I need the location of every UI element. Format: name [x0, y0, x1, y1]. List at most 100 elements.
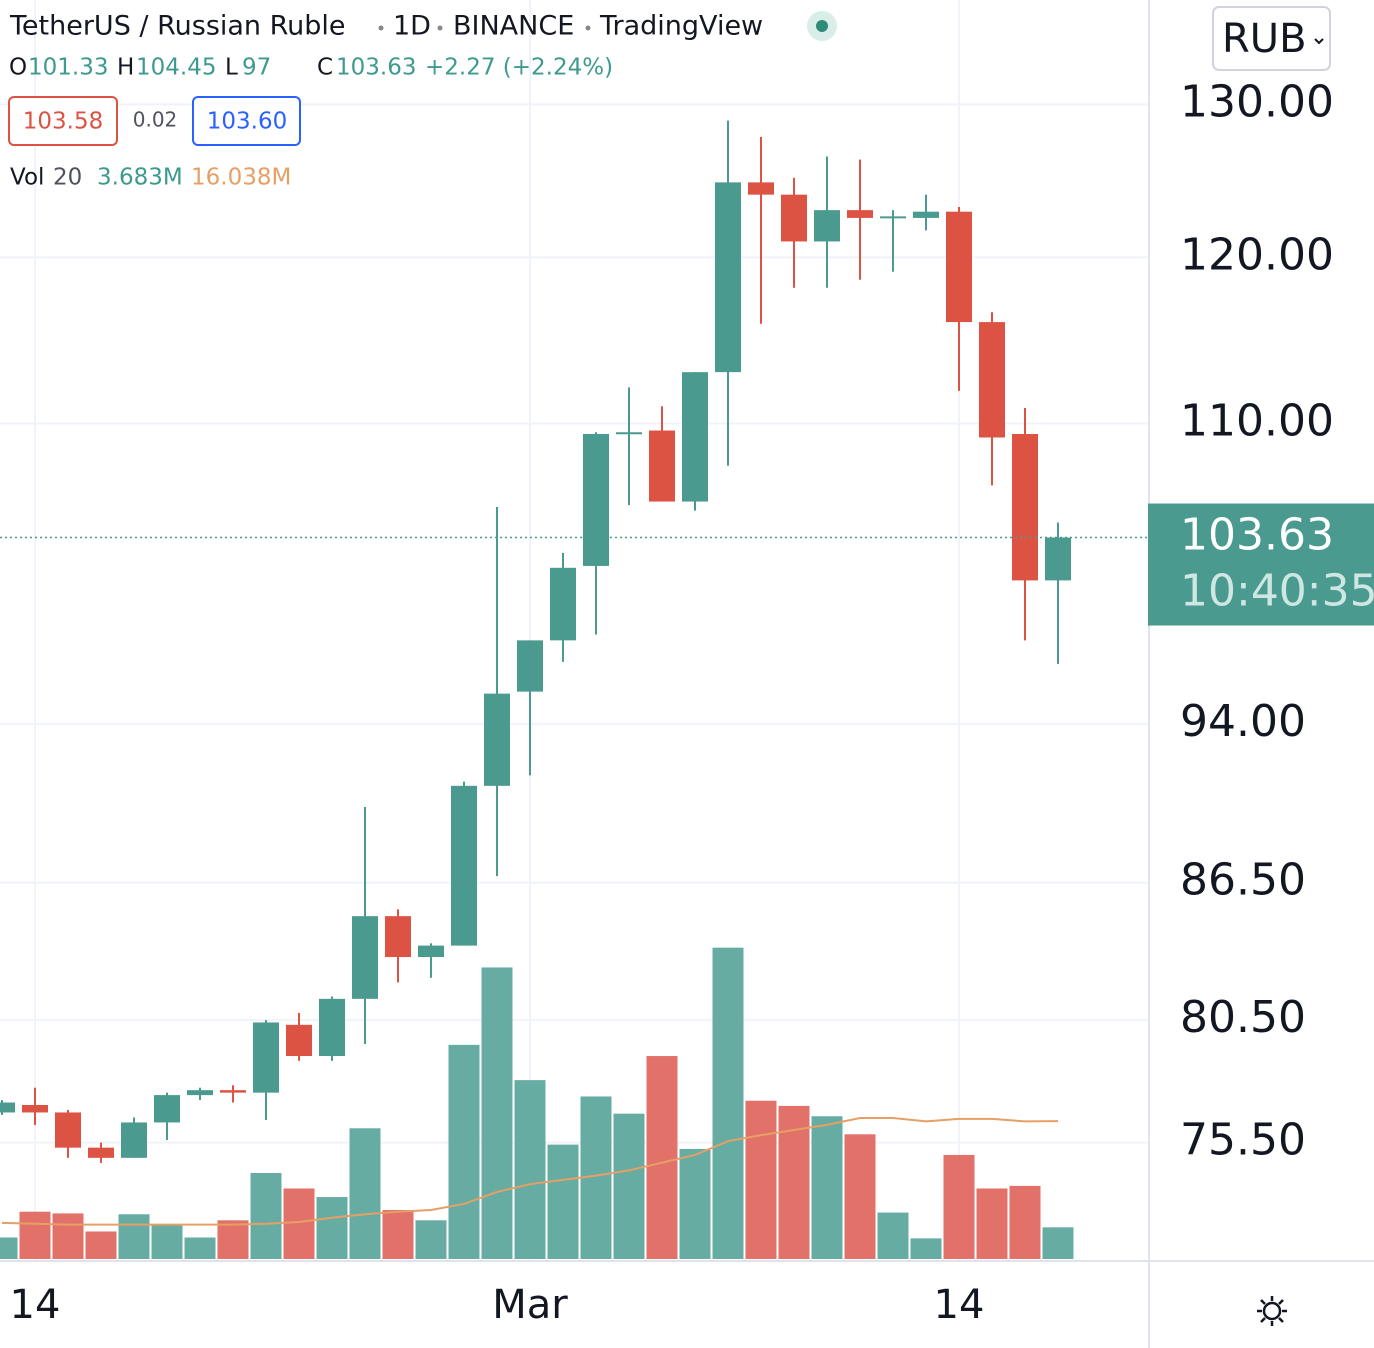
ohlc-letter: H — [117, 55, 134, 81]
candle-body — [682, 372, 708, 502]
candle-body — [913, 211, 939, 218]
ohlc-value: 97 — [242, 55, 271, 81]
y-tick-label: 110.00 — [1180, 396, 1334, 447]
candle-body — [847, 210, 873, 218]
candle-body — [88, 1147, 114, 1158]
volume-bar — [646, 1056, 678, 1259]
candle-body — [880, 216, 906, 219]
last-price: 103.63 — [1180, 510, 1334, 561]
volume-bar — [184, 1237, 216, 1259]
volume-bar — [19, 1211, 51, 1259]
candle-body — [253, 1022, 279, 1093]
volume-bar — [547, 1144, 579, 1259]
countdown: 10:40:35 — [1180, 566, 1374, 617]
candle-body — [154, 1095, 180, 1123]
ohlc-value: 103.63 — [336, 55, 416, 81]
candle-body — [319, 998, 345, 1057]
ohlc-value: 101.33 — [28, 55, 108, 81]
volume-bar — [976, 1188, 1008, 1259]
volume-bar — [349, 1128, 381, 1259]
candle-body — [484, 693, 510, 786]
candle-body — [616, 432, 642, 435]
y-tick-label: 80.50 — [1180, 992, 1306, 1043]
status-dot — [816, 20, 828, 32]
volume-bar — [481, 967, 513, 1259]
candle-body — [748, 182, 774, 195]
volume-bar — [85, 1231, 117, 1259]
volume-bar — [448, 1044, 480, 1259]
y-tick-label: 86.50 — [1180, 855, 1306, 906]
candle-body — [979, 322, 1005, 438]
bid: 103.58 — [23, 109, 103, 135]
volume-bar — [514, 1080, 546, 1259]
volume-bar — [52, 1213, 84, 1259]
candle-body — [121, 1122, 147, 1158]
volume-ma-line — [1, 1116, 1059, 1226]
volume-bar — [1009, 1185, 1041, 1259]
currency: RUB — [1222, 16, 1307, 62]
volume-label: Vol — [10, 165, 44, 191]
candle-body — [385, 916, 411, 958]
volume-bar — [151, 1225, 183, 1259]
volume-bar — [382, 1209, 414, 1259]
volume-bar — [118, 1214, 150, 1259]
volume-value: 3.683M — [97, 165, 183, 191]
candle-body — [583, 434, 609, 566]
x-tick-label: Mar — [492, 1282, 568, 1328]
candle-body — [286, 1024, 312, 1057]
currency-button[interactable] — [1212, 6, 1331, 71]
volume-bar — [943, 1154, 975, 1259]
candle-body — [0, 1102, 15, 1113]
volume-bar — [811, 1116, 843, 1259]
last-price-box — [1148, 503, 1374, 626]
exchange: BINANCE — [453, 11, 574, 42]
x-tick-label: 14 — [934, 1282, 985, 1328]
candle-body — [22, 1105, 48, 1113]
volume-bar — [613, 1113, 645, 1259]
volume-bar — [844, 1134, 876, 1259]
candle-body — [187, 1090, 213, 1096]
ohlc-letter: O — [9, 55, 27, 81]
ohlc-letter: C — [317, 55, 333, 81]
ohlc-value: 104.45 — [136, 55, 216, 81]
candle-body — [781, 194, 807, 242]
change: +2.27 (+2.24%) — [425, 55, 613, 81]
x-tick-label: 14 — [10, 1282, 61, 1328]
candle-body — [517, 640, 543, 692]
volume-bar — [283, 1188, 315, 1259]
candle-body — [550, 567, 576, 641]
candle-body — [352, 916, 378, 999]
volume-bar — [415, 1220, 447, 1259]
volume-bar — [217, 1220, 249, 1259]
ohlc-letter: L — [225, 55, 238, 81]
y-tick-label: 130.00 — [1180, 76, 1334, 127]
symbol: TetherUS / Russian Ruble — [9, 11, 346, 42]
ask-box[interactable] — [192, 96, 301, 146]
volume-bar — [910, 1238, 942, 1259]
bid-box[interactable] — [8, 96, 118, 146]
chevron — [1314, 38, 1324, 45]
separator — [437, 25, 443, 31]
candle-body — [418, 945, 444, 958]
y-tick-label: 75.50 — [1180, 1115, 1306, 1166]
settings-icon[interactable] — [1257, 1296, 1287, 1326]
volume-bar — [679, 1148, 711, 1259]
candle-body — [451, 785, 477, 946]
volume-bar — [0, 1237, 18, 1259]
volume-bar — [1042, 1227, 1074, 1259]
spread: 0.02 — [133, 108, 178, 132]
candle-body — [649, 430, 675, 502]
candle-body — [1045, 537, 1071, 581]
volume-bar — [712, 947, 744, 1259]
volume-bar — [745, 1100, 777, 1259]
y-tick-label: 120.00 — [1180, 229, 1334, 280]
candle-body — [814, 210, 840, 242]
volume-length: 20 — [53, 165, 82, 191]
separator — [585, 25, 591, 31]
separator — [378, 25, 384, 31]
volume-ma-value: 16.038M — [191, 165, 291, 191]
source: TradingView — [599, 11, 763, 42]
volume-bar — [877, 1212, 909, 1259]
